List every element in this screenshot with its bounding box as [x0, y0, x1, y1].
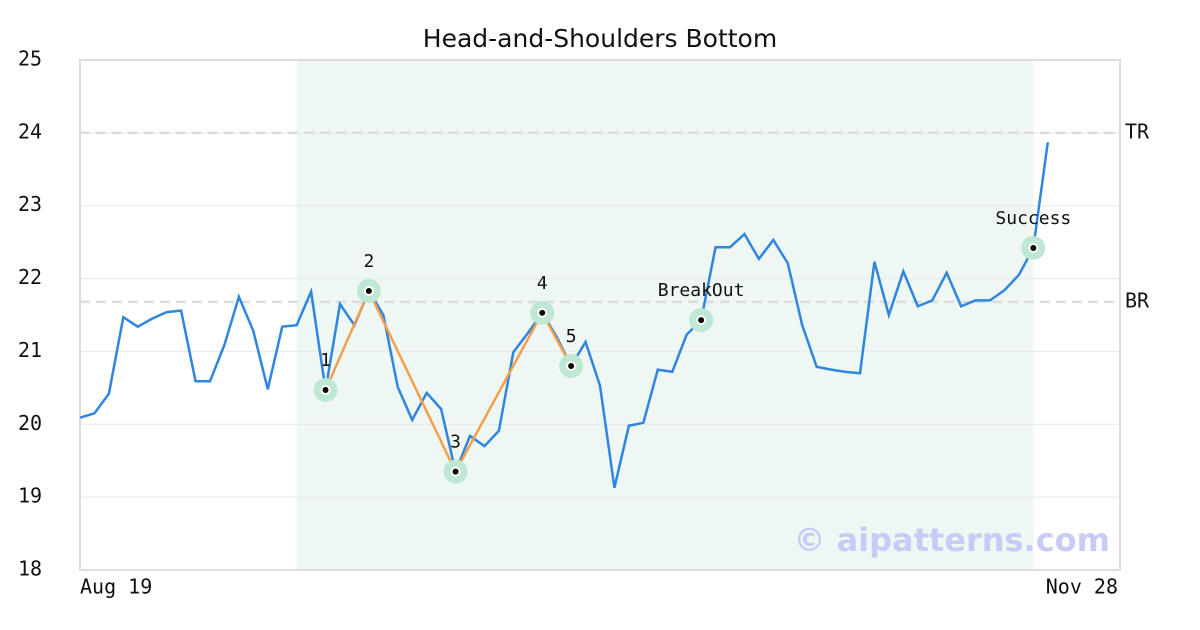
- point-dot: [696, 315, 707, 326]
- x-tick-label: Aug 19: [80, 575, 152, 599]
- chart-title: Head-and-Shoulders Bottom: [423, 24, 777, 53]
- pattern-region: [296, 60, 1034, 570]
- point-label: 4: [537, 273, 548, 294]
- point-dot: [450, 466, 461, 477]
- point-dot: [1028, 242, 1039, 253]
- point-dot: [320, 385, 331, 396]
- event-label: BreakOut: [658, 280, 745, 301]
- point-dot: [566, 361, 577, 371]
- plot-frame: [79, 59, 1121, 571]
- y-tick-label: 20: [18, 411, 42, 435]
- reference-label: BR: [1125, 288, 1150, 312]
- event-label: Success: [995, 208, 1071, 229]
- y-tick-label: 19: [18, 484, 42, 508]
- x-tick-label: Nov 28: [1046, 575, 1118, 599]
- point-label: 2: [363, 251, 374, 272]
- point-label: 3: [450, 432, 461, 453]
- y-tick-label: 21: [18, 338, 42, 362]
- reference-label: TR: [1125, 119, 1150, 143]
- point-dot: [537, 307, 548, 318]
- y-tick-label: 18: [18, 557, 42, 581]
- y-tick-label: 25: [18, 47, 42, 71]
- point-dot: [363, 285, 374, 296]
- y-tick-label: 24: [18, 119, 42, 143]
- y-tick-label: 23: [18, 192, 42, 216]
- point-label: 5: [566, 326, 577, 347]
- point-label: 1: [320, 350, 331, 371]
- watermark: © aipatterns.com: [793, 521, 1110, 559]
- y-tick-label: 22: [18, 265, 42, 289]
